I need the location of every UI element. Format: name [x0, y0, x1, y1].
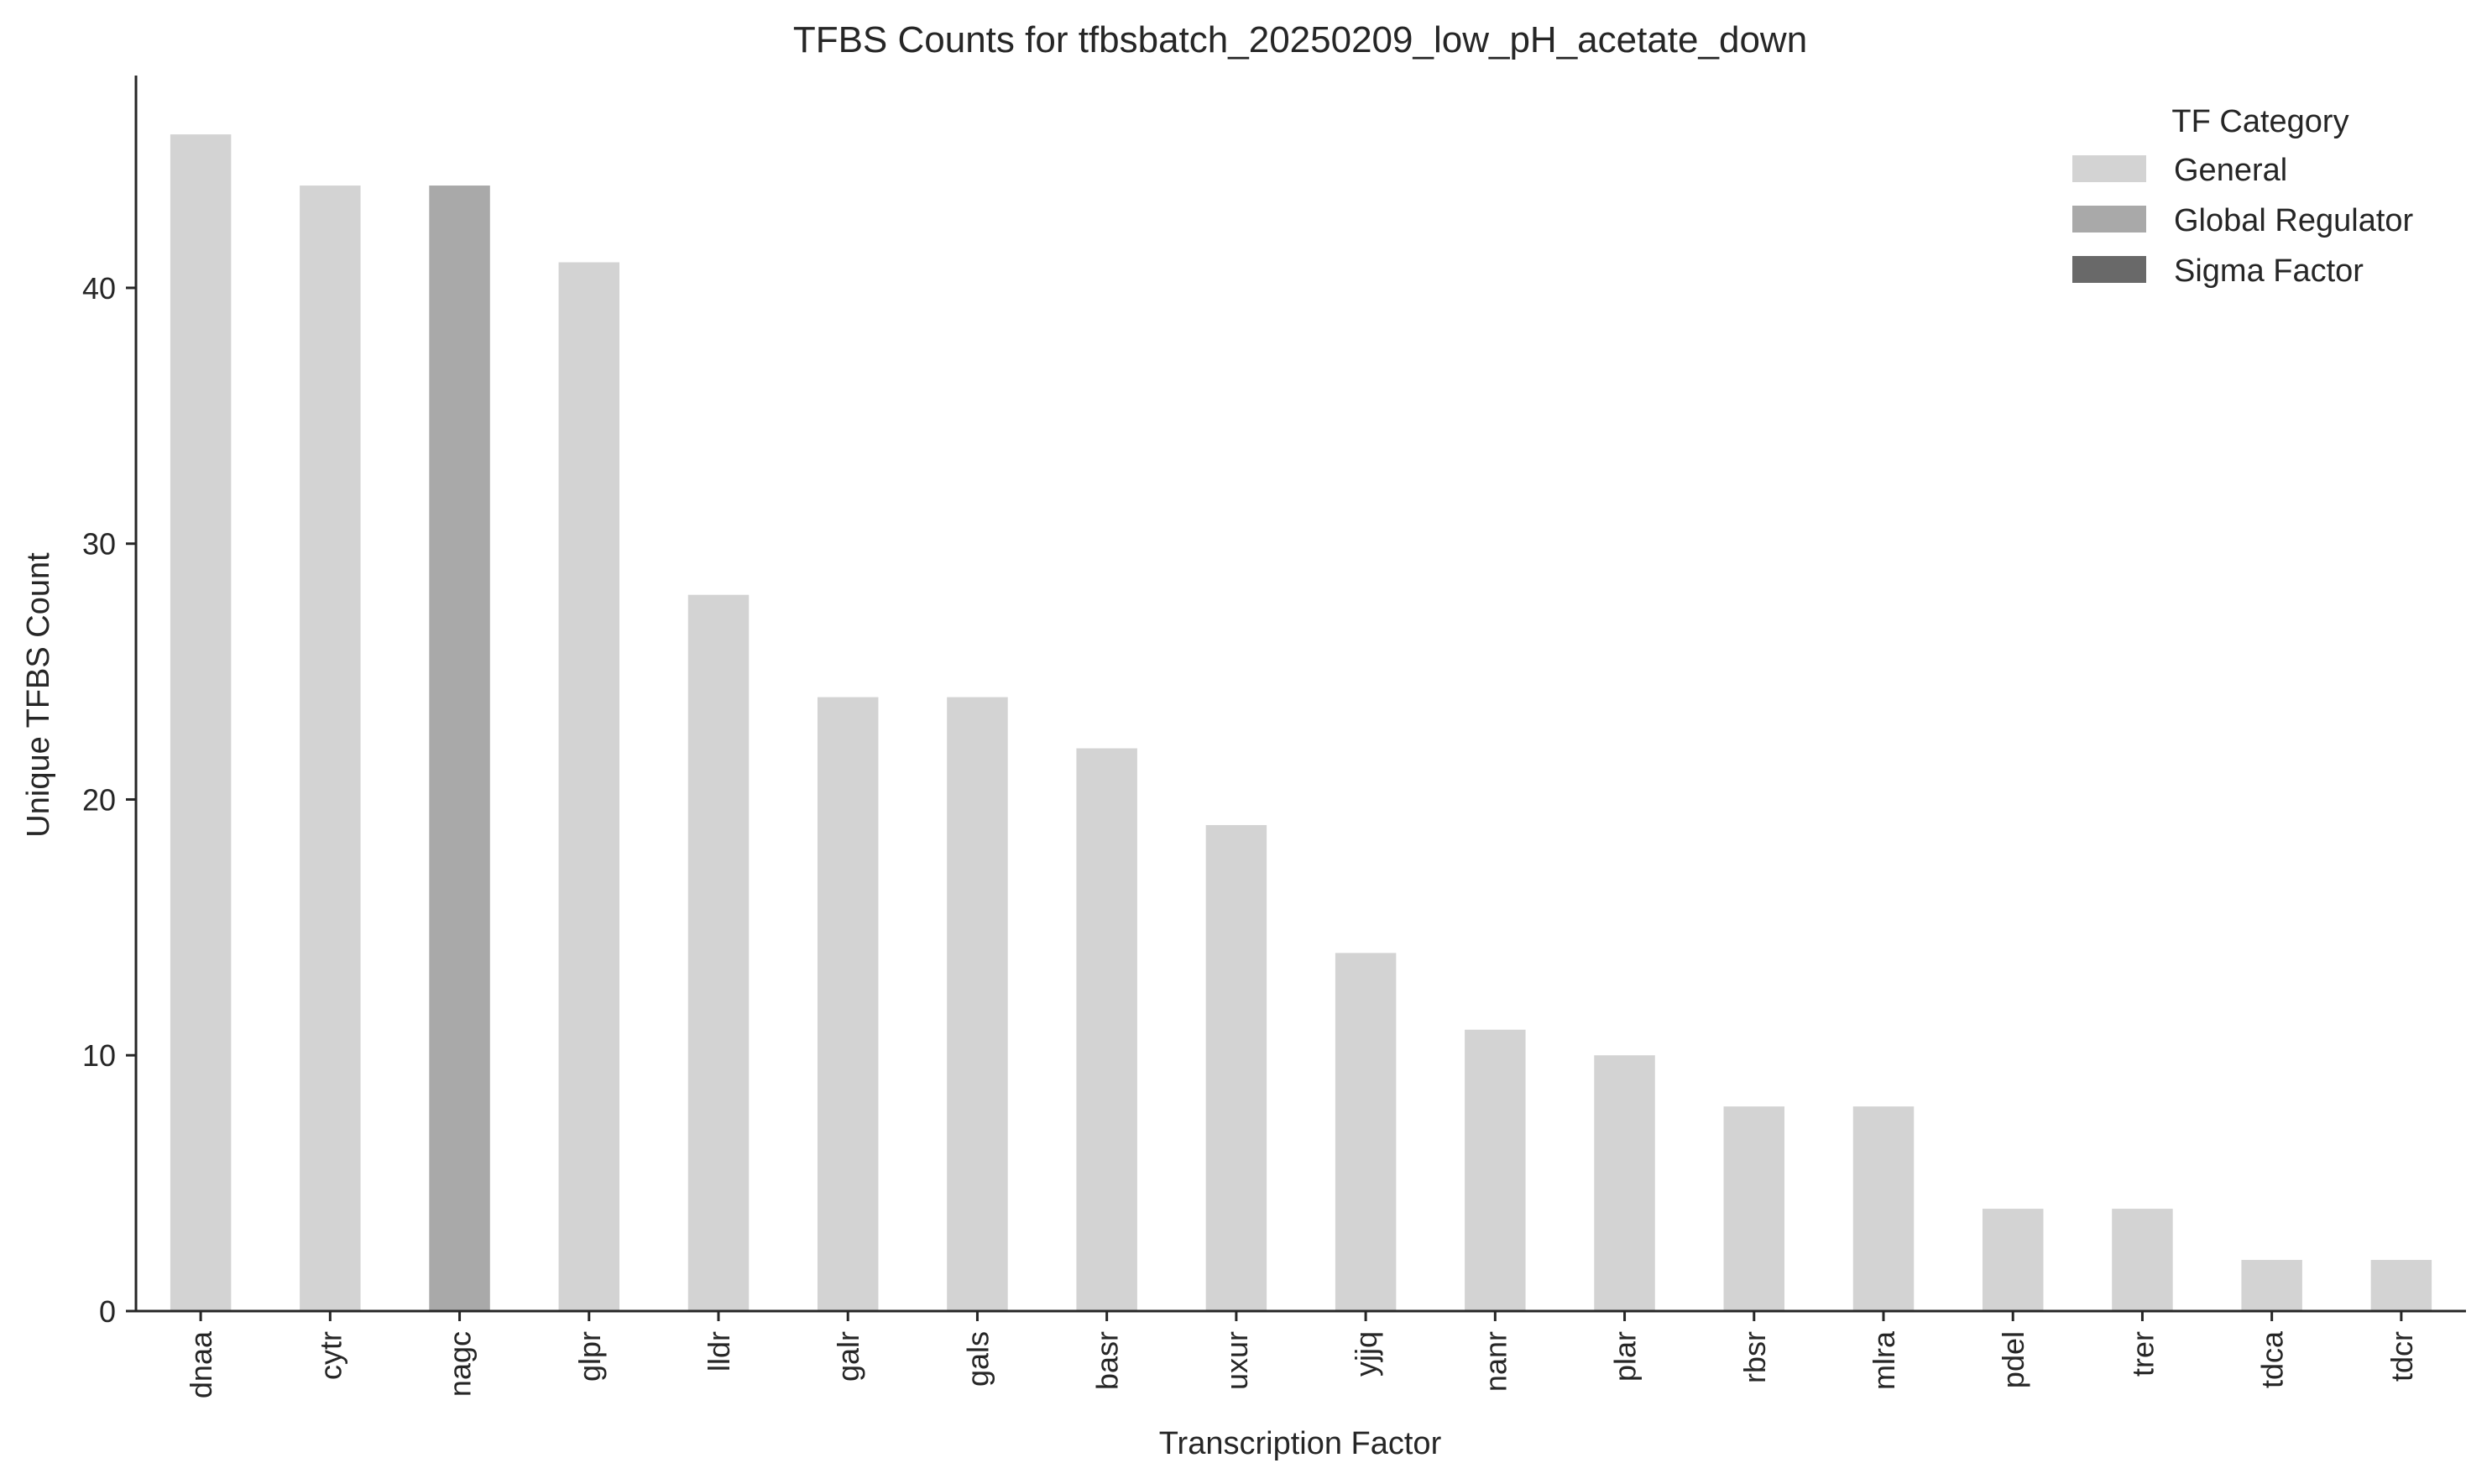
y-axis-label: Unique TFBS Count: [21, 552, 56, 838]
bar-yjjq: [1335, 953, 1397, 1311]
bar-tdcr: [2370, 1260, 2432, 1311]
bar-mlra: [1852, 1106, 1915, 1311]
legend-title: TF Category: [2171, 104, 2348, 139]
x-tick-label-basr: basr: [1090, 1331, 1125, 1390]
legend-swatch-sigma-factor: [2072, 256, 2146, 283]
x-tick-label-dnaa: dnaa: [184, 1330, 218, 1398]
y-tick-label-10: 10: [82, 1038, 116, 1073]
x-axis-ticks: dnaa cytr nagc glpr lldr galr gals basr uxur yjjq…: [184, 1311, 2419, 1398]
y-tick-label-30: 30: [82, 527, 116, 562]
x-tick-label-galr: galr: [831, 1331, 865, 1382]
y-tick-label-40: 40: [82, 271, 116, 306]
x-tick-label-cytr: cytr: [313, 1331, 347, 1380]
y-tick-label-0: 0: [99, 1294, 116, 1329]
bar-nanr: [1465, 1029, 1526, 1311]
bar-lldr: [687, 594, 750, 1311]
legend: TF Category General Global Regulator Sigma…: [2072, 104, 2414, 289]
x-tick-label-tdcr: tdcr: [2385, 1331, 2419, 1382]
x-tick-label-tdca: tdca: [2255, 1330, 2290, 1388]
y-axis-ticks: 0 10 20 30 40: [82, 271, 136, 1329]
x-tick-label-uxur: uxur: [1220, 1331, 1254, 1390]
bar-pdel: [1982, 1209, 2044, 1311]
bar-nagc: [429, 186, 490, 1312]
legend-label-sigma-factor: Sigma Factor: [2174, 253, 2364, 289]
x-tick-label-lldr: lldr: [702, 1331, 736, 1372]
x-axis-label: Transcription Factor: [1159, 1426, 1442, 1461]
bar-galr: [817, 697, 879, 1311]
bar-cytr: [300, 186, 361, 1312]
x-tick-label-gals: gals: [960, 1331, 995, 1387]
bar-glpr: [558, 262, 620, 1311]
legend-label-general: General: [2174, 153, 2287, 188]
bar-basr: [1076, 748, 1137, 1311]
bars-group: [170, 134, 2432, 1312]
bar-tdca: [2241, 1260, 2302, 1311]
x-tick-label-plar: plar: [1608, 1331, 1643, 1382]
x-tick-label-glpr: glpr: [572, 1331, 607, 1382]
bar-trer: [2112, 1209, 2173, 1311]
bar-plar: [1594, 1055, 1655, 1311]
bar-rbsr: [1723, 1106, 1785, 1311]
legend-label-global-regulator: Global Regulator: [2174, 203, 2414, 238]
x-tick-label-trer: trer: [2125, 1331, 2160, 1377]
bar-dnaa: [170, 134, 232, 1312]
x-tick-label-nanr: nanr: [1478, 1331, 1512, 1392]
x-tick-label-rbsr: rbsr: [1737, 1331, 1772, 1383]
bar-uxur: [1205, 824, 1267, 1311]
x-tick-label-nagc: nagc: [443, 1331, 478, 1397]
legend-swatch-general: [2072, 155, 2146, 182]
legend-swatch-global-regulator: [2072, 206, 2146, 233]
x-tick-label-yjjq: yjjq: [1349, 1331, 1383, 1377]
x-tick-label-pdel: pdel: [1996, 1331, 2030, 1388]
y-tick-label-20: 20: [82, 782, 116, 817]
chart-title: TFBS Counts for tfbsbatch_20250209_low_p…: [793, 19, 1807, 60]
bar-gals: [947, 697, 1008, 1311]
x-tick-label-mlra: mlra: [1867, 1330, 1901, 1390]
